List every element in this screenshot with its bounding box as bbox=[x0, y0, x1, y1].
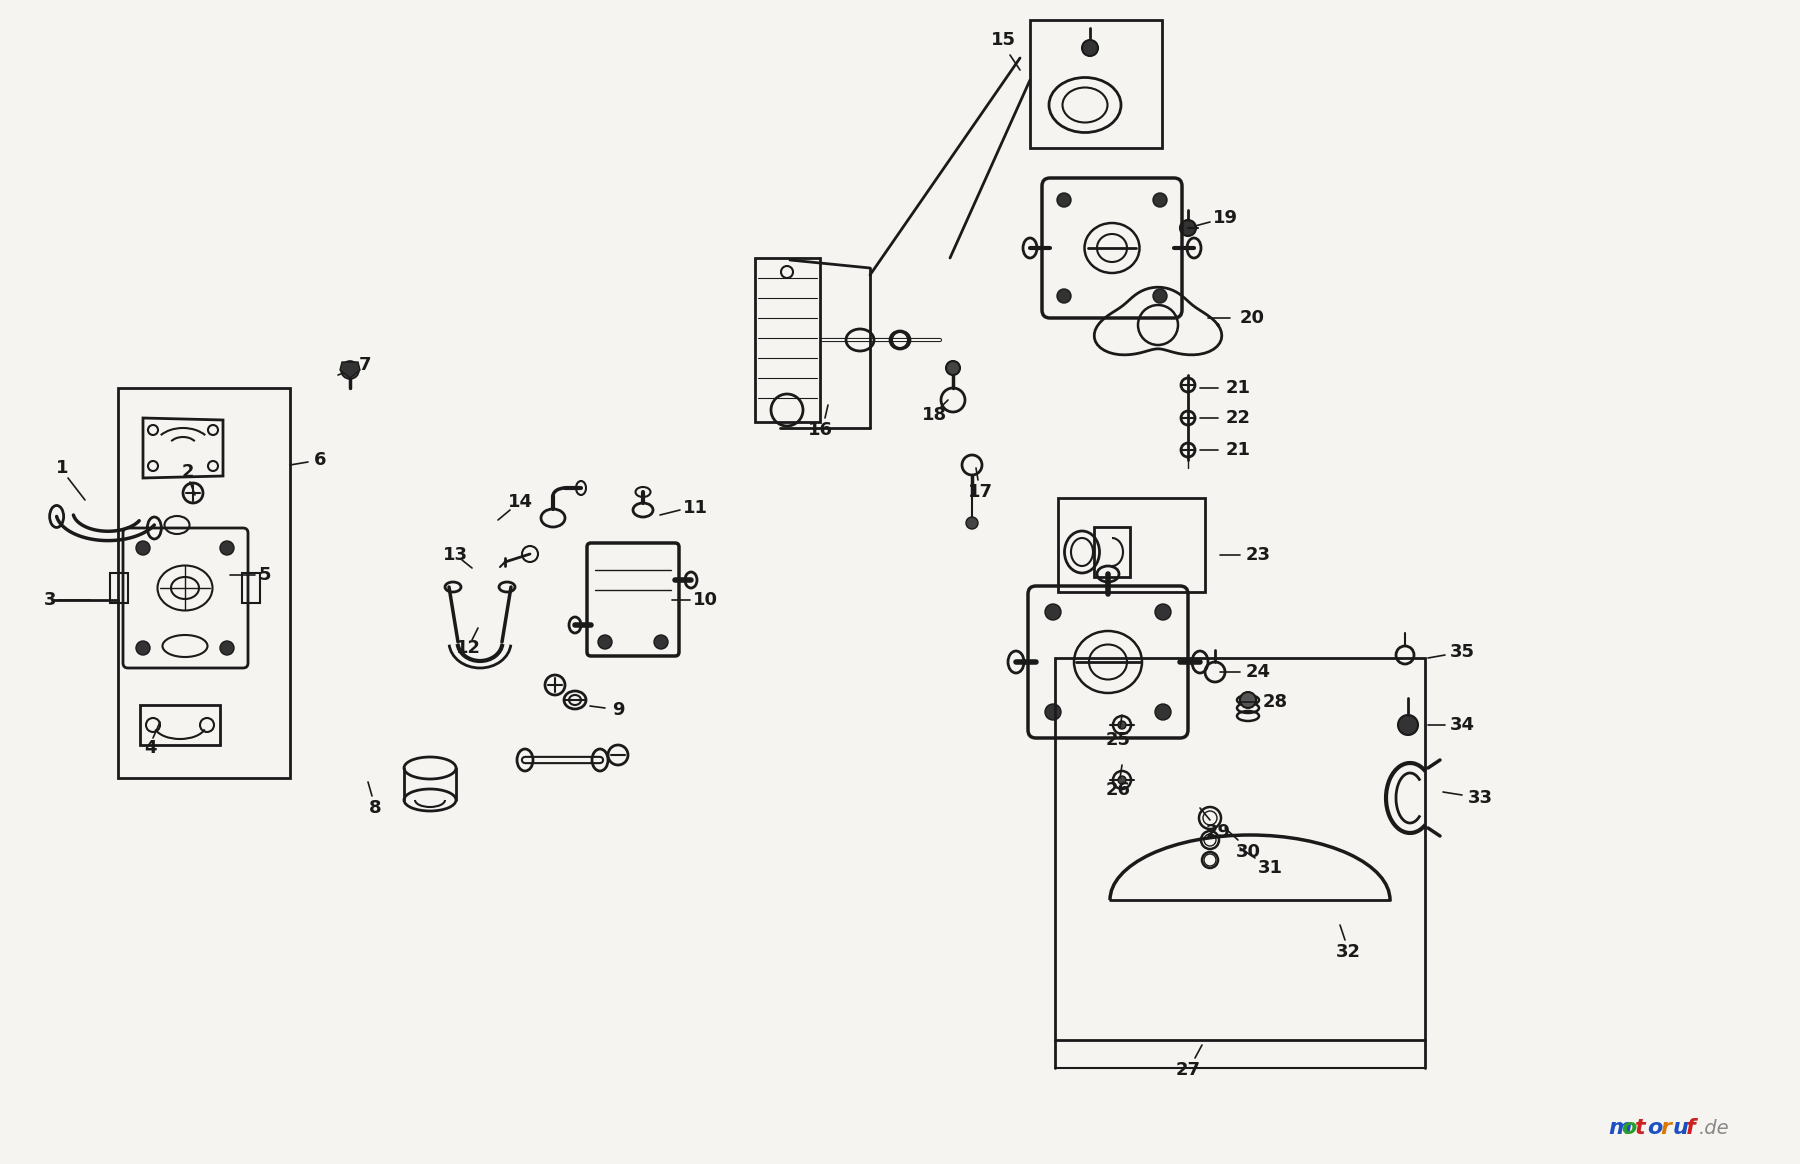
Text: 21: 21 bbox=[1226, 379, 1251, 397]
Bar bbox=[1058, 498, 1204, 592]
Bar bbox=[241, 573, 259, 603]
Text: 9: 9 bbox=[612, 701, 625, 719]
Text: 28: 28 bbox=[1262, 693, 1287, 711]
Circle shape bbox=[220, 541, 234, 555]
Text: 19: 19 bbox=[1213, 210, 1238, 227]
Text: 32: 32 bbox=[1336, 943, 1361, 961]
Circle shape bbox=[1057, 289, 1071, 303]
Text: f: f bbox=[1687, 1117, 1696, 1138]
Circle shape bbox=[340, 361, 358, 379]
Text: 33: 33 bbox=[1467, 789, 1492, 807]
Text: u: u bbox=[1672, 1117, 1688, 1138]
Text: 31: 31 bbox=[1258, 859, 1282, 876]
Text: 2: 2 bbox=[182, 463, 194, 481]
Bar bbox=[1055, 658, 1426, 1039]
Circle shape bbox=[1154, 193, 1166, 207]
Text: 16: 16 bbox=[808, 421, 832, 439]
Polygon shape bbox=[340, 362, 360, 378]
Text: 8: 8 bbox=[369, 799, 382, 817]
Text: 1: 1 bbox=[56, 459, 68, 477]
Circle shape bbox=[947, 361, 959, 375]
Circle shape bbox=[1082, 40, 1098, 56]
Text: 20: 20 bbox=[1240, 308, 1264, 327]
Text: 13: 13 bbox=[443, 546, 468, 565]
Bar bbox=[1030, 20, 1163, 148]
Circle shape bbox=[1240, 693, 1256, 708]
Circle shape bbox=[1118, 776, 1127, 785]
Bar bbox=[119, 388, 290, 778]
Text: 6: 6 bbox=[313, 450, 326, 469]
Text: 7: 7 bbox=[358, 356, 371, 374]
Text: 24: 24 bbox=[1246, 663, 1271, 681]
Text: 35: 35 bbox=[1449, 643, 1474, 661]
Circle shape bbox=[653, 636, 668, 650]
Circle shape bbox=[1046, 704, 1060, 721]
Text: 14: 14 bbox=[508, 494, 533, 511]
Circle shape bbox=[1156, 604, 1172, 620]
Text: 17: 17 bbox=[968, 483, 992, 501]
Text: 12: 12 bbox=[455, 639, 481, 656]
Text: 10: 10 bbox=[693, 591, 718, 609]
Text: 25: 25 bbox=[1105, 731, 1130, 748]
Text: 34: 34 bbox=[1449, 716, 1474, 734]
Text: 4: 4 bbox=[144, 739, 157, 757]
Circle shape bbox=[1118, 721, 1127, 729]
Text: 3: 3 bbox=[43, 591, 56, 609]
Bar bbox=[1094, 527, 1130, 577]
Text: .de: .de bbox=[1699, 1119, 1730, 1137]
Circle shape bbox=[1046, 604, 1060, 620]
Text: r: r bbox=[1660, 1117, 1670, 1138]
Text: 30: 30 bbox=[1235, 843, 1260, 861]
Circle shape bbox=[598, 636, 612, 650]
Text: o: o bbox=[1622, 1117, 1636, 1138]
Circle shape bbox=[220, 641, 234, 655]
Circle shape bbox=[1181, 220, 1195, 236]
Text: 22: 22 bbox=[1226, 409, 1251, 427]
Circle shape bbox=[137, 541, 149, 555]
Text: 26: 26 bbox=[1105, 781, 1130, 799]
Text: 21: 21 bbox=[1226, 441, 1251, 459]
Circle shape bbox=[1156, 704, 1172, 721]
Text: 23: 23 bbox=[1246, 546, 1271, 565]
Text: 27: 27 bbox=[1175, 1062, 1201, 1079]
Text: 11: 11 bbox=[682, 499, 707, 517]
Circle shape bbox=[967, 517, 977, 528]
Text: 15: 15 bbox=[990, 31, 1015, 49]
Text: m: m bbox=[1607, 1117, 1631, 1138]
Text: o: o bbox=[1647, 1117, 1661, 1138]
Text: t: t bbox=[1634, 1117, 1645, 1138]
Circle shape bbox=[1154, 289, 1166, 303]
Text: 18: 18 bbox=[922, 406, 947, 424]
Text: 5: 5 bbox=[259, 566, 272, 584]
Circle shape bbox=[137, 641, 149, 655]
Circle shape bbox=[1057, 193, 1071, 207]
Text: 29: 29 bbox=[1206, 823, 1231, 842]
Circle shape bbox=[1399, 715, 1418, 734]
Bar bbox=[110, 573, 128, 603]
